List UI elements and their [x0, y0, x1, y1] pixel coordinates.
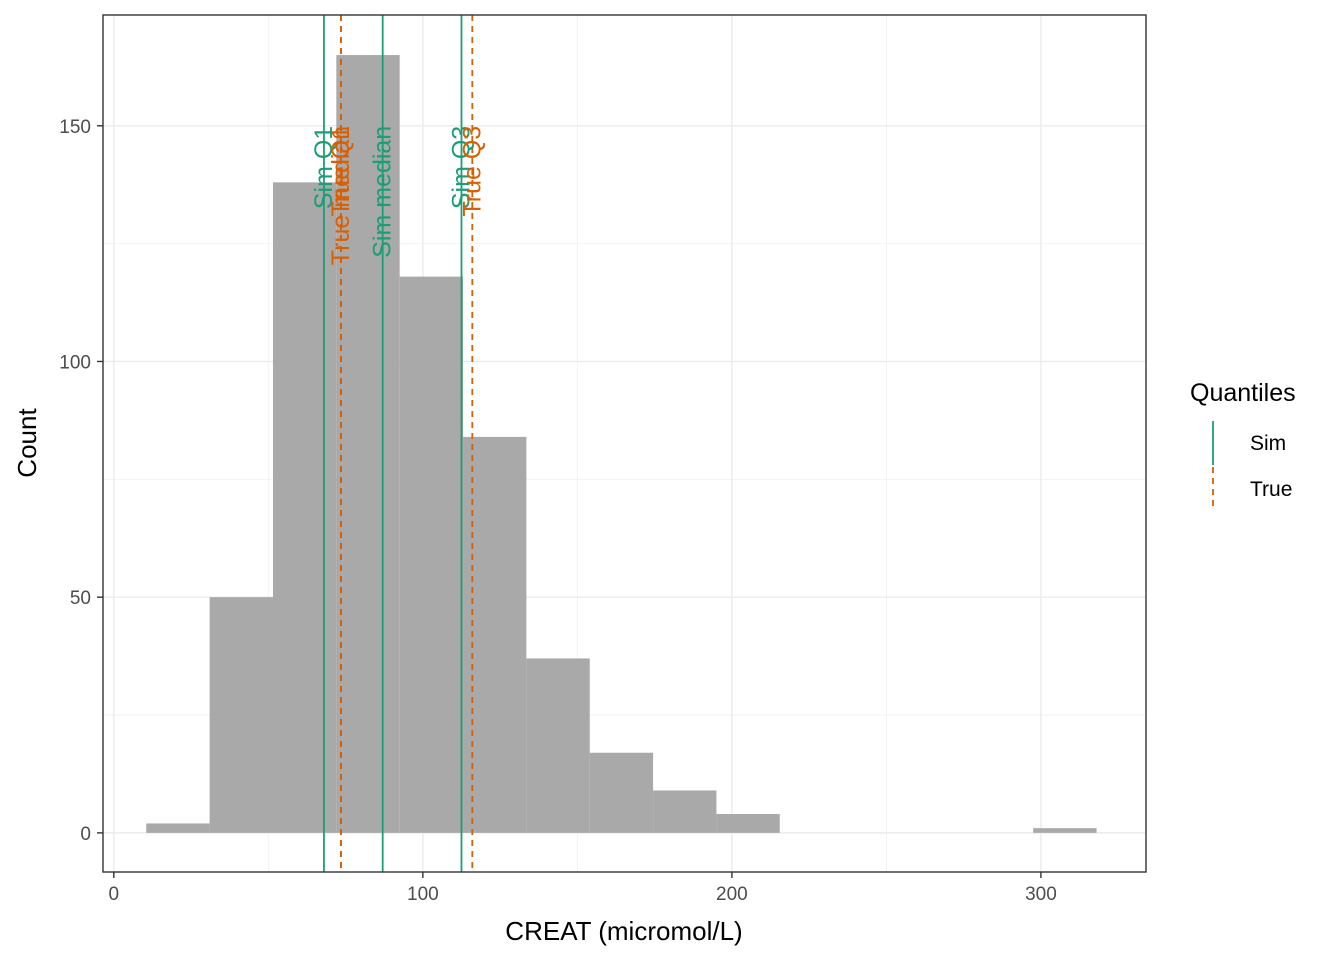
quantile-label: True Q3	[458, 126, 486, 217]
histogram-bar	[653, 790, 717, 833]
x-axis-title: CREAT (micromol/L)	[505, 916, 742, 946]
x-tick-label: 300	[1025, 884, 1057, 905]
y-tick-label: 0	[80, 824, 91, 845]
histogram-bar	[1033, 828, 1097, 833]
histogram-bar	[146, 823, 210, 833]
legend-label-true: True	[1250, 478, 1292, 501]
legend-title: Quantiles	[1190, 379, 1296, 407]
histogram-bar	[589, 752, 654, 833]
histogram-bars	[146, 55, 1097, 833]
y-tick-label: 100	[59, 352, 91, 373]
histogram-bar	[336, 55, 400, 833]
quantile-label: Sim Q3	[447, 126, 475, 209]
quantile-label: Sim Q1	[310, 126, 338, 209]
histogram-bar	[716, 814, 780, 833]
quantile-label: True Q1	[327, 126, 355, 217]
histogram-bar	[399, 276, 464, 833]
x-axis-ticks: 0 100 200 300	[109, 872, 1057, 905]
legend: Quantiles Sim True	[1190, 379, 1296, 511]
x-tick-label: 100	[407, 884, 439, 905]
y-axis-ticks: 0 50 100 150	[59, 117, 103, 845]
quantile-label: Sim median	[369, 126, 397, 258]
x-tick-label: 200	[716, 884, 748, 905]
y-axis-title: Count	[12, 408, 42, 478]
legend-label-sim: Sim	[1250, 432, 1286, 455]
histogram-bar	[209, 597, 273, 833]
histogram-bar	[526, 658, 590, 833]
y-tick-label: 150	[59, 117, 91, 138]
y-tick-label: 50	[70, 588, 91, 609]
panel-border	[102, 14, 1147, 873]
quantile-lines	[323, 15, 474, 872]
histogram-bar	[463, 436, 527, 833]
x-tick-label: 0	[109, 884, 120, 905]
quantile-label: True median	[327, 126, 355, 265]
histogram-bar	[272, 182, 337, 833]
